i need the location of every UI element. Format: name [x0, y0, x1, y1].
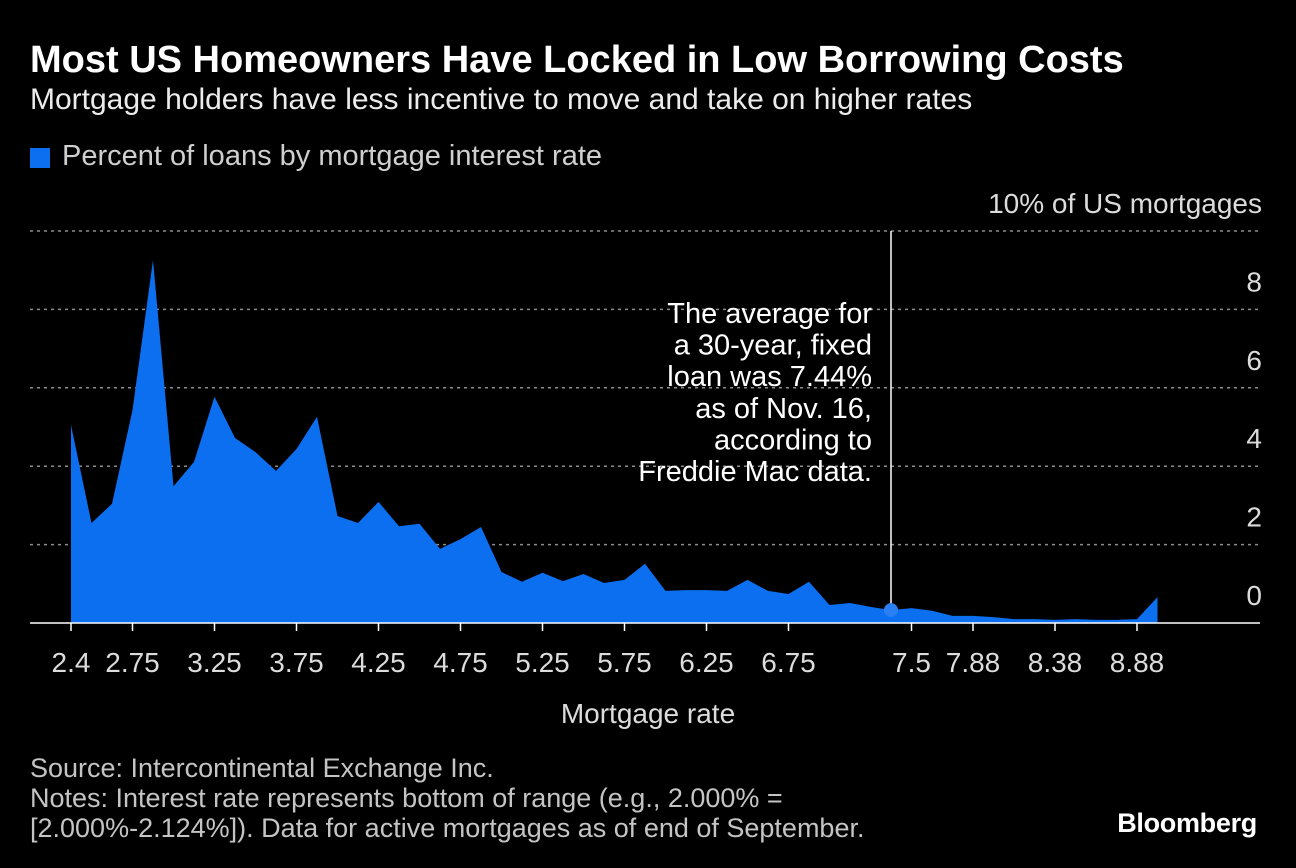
y-axis-labels: 10% of US mortgages 8 6 4 2 0 — [988, 188, 1262, 611]
annotation-line-5: according to — [714, 424, 872, 456]
data-point-8.5 — [1073, 616, 1079, 622]
x-tick-label-2.4: 2.4 — [52, 647, 91, 678]
data-point-5.5 — [581, 571, 587, 577]
data-point-2.875 — [150, 257, 156, 263]
data-point-5.75 — [622, 577, 628, 583]
data-point-3.75 — [294, 446, 300, 452]
data-point-7.25 — [868, 604, 874, 610]
data-point-8.75 — [1114, 617, 1120, 623]
x-tick-label-3.25: 3.25 — [187, 647, 242, 678]
x-tick-label-6.75: 6.75 — [761, 647, 816, 678]
bloomberg-logo: Bloomberg — [1117, 808, 1257, 838]
data-point-5 — [499, 569, 505, 575]
x-tick-label-6.25: 6.25 — [679, 647, 734, 678]
x-axis-title: Mortgage rate — [561, 698, 735, 729]
data-point-4.5 — [417, 521, 423, 527]
data-point-2.625 — [109, 501, 115, 507]
chart-subtitle: Mortgage holders have less incentive to … — [30, 83, 973, 116]
data-point-3.125 — [191, 459, 197, 465]
data-point-9 — [1155, 594, 1161, 600]
data-point-3.875 — [314, 414, 320, 420]
data-point-3.625 — [273, 468, 279, 474]
data-point-8.375 — [1052, 617, 1058, 623]
x-tick-label-5.75: 5.75 — [597, 647, 652, 678]
data-point-4 — [335, 513, 341, 519]
annotation-line-2: a 30-year, fixed — [674, 330, 872, 362]
annotation-text: The average for a 30-year, fixed loan was … — [638, 298, 872, 488]
x-tick-label-5.25: 5.25 — [515, 647, 570, 678]
x-tick-label-7.88: 7.88 — [946, 647, 1001, 678]
data-point-5.125 — [519, 579, 525, 585]
y-tick-label-0: 0 — [1246, 580, 1262, 611]
notes-line-2: [2.000%-2.124%]). Data for active mortga… — [30, 813, 865, 843]
x-tick-label-8.88: 8.88 — [1110, 647, 1165, 678]
x-tick-label-7.5: 7.5 — [892, 647, 931, 678]
data-point-4.75 — [458, 536, 464, 542]
legend: Percent of loans by mortgage interest ra… — [30, 139, 730, 173]
series-area-percent-of-loans — [71, 260, 1158, 623]
data-point-5.875 — [642, 561, 648, 567]
data-point-4.125 — [355, 520, 361, 526]
data-point-8.125 — [1011, 616, 1017, 622]
data-point-4.25 — [376, 499, 382, 505]
data-point-3.25 — [212, 394, 218, 400]
annotation-line-6: Freddie Mac data. — [638, 456, 872, 488]
notes-line-1: Notes: Interest rate represents bottom o… — [30, 783, 783, 813]
x-tick-label-3.75: 3.75 — [269, 647, 324, 678]
data-point-5.625 — [601, 580, 607, 586]
data-point-6.375 — [724, 588, 730, 594]
data-point-5.375 — [560, 578, 566, 584]
data-point-6.125 — [683, 587, 689, 593]
data-point-3.5 — [253, 449, 259, 455]
data-point-4.625 — [437, 546, 443, 552]
y-tick-label-8: 8 — [1246, 266, 1262, 297]
data-point-6.25 — [704, 587, 710, 593]
data-point-5.25 — [540, 570, 546, 576]
x-tick-label-2.75: 2.75 — [105, 647, 160, 678]
data-point-7.625 — [929, 608, 935, 614]
y-tick-label-2: 2 — [1246, 502, 1262, 533]
data-point-6.75 — [786, 591, 792, 597]
data-point-2.75 — [130, 407, 136, 413]
x-tick-label-4.25: 4.25 — [351, 647, 406, 678]
annotation-line-4: as of Nov. 16, — [695, 393, 872, 425]
data-point-8.625 — [1093, 617, 1099, 623]
y-tick-label-4: 4 — [1246, 423, 1262, 454]
data-point-6.625 — [765, 588, 771, 594]
average-rate-marker — [884, 603, 898, 618]
data-point-3.375 — [232, 435, 238, 441]
data-point-2.375 — [68, 422, 74, 428]
x-tick-label-8.38: 8.38 — [1028, 647, 1083, 678]
data-point-7 — [827, 602, 833, 608]
data-point-8 — [991, 614, 997, 620]
y-tick-label-6: 6 — [1246, 345, 1262, 376]
data-point-7.125 — [847, 600, 853, 606]
x-tick-label-4.75: 4.75 — [433, 647, 488, 678]
data-point-6 — [663, 588, 669, 594]
chart-title: Most US Homeowners Have Locked in Low Bo… — [30, 39, 1124, 81]
x-axis-ticks: 2.4 2.75 3.25 3.75 4.25 4.75 5.25 5.75 6.25 6.75 7… — [52, 623, 1165, 678]
data-point-8.875 — [1134, 616, 1140, 622]
data-point-4.375 — [396, 523, 402, 529]
source-notes: Source: Intercontinental Exchange Inc. N… — [30, 753, 864, 843]
y-tick-label-10: 10% of US mortgages — [988, 188, 1262, 219]
data-point-4.875 — [478, 524, 484, 530]
data-point-3 — [171, 483, 177, 489]
data-point-7.875 — [970, 613, 976, 619]
data-point-2.5 — [89, 520, 95, 526]
source-line: Source: Intercontinental Exchange Inc. — [30, 753, 494, 783]
data-point-7.75 — [950, 613, 956, 619]
data-point-6.875 — [806, 579, 812, 585]
data-point-6.5 — [745, 577, 751, 583]
legend-swatch — [30, 148, 50, 168]
legend-label: Percent of loans by mortgage interest ra… — [62, 140, 603, 172]
annotation-line-3: loan was 7.44% — [667, 361, 872, 393]
data-point-8.25 — [1032, 616, 1038, 622]
data-point-7.5 — [909, 605, 915, 611]
annotation-line-1: The average for — [667, 298, 872, 330]
